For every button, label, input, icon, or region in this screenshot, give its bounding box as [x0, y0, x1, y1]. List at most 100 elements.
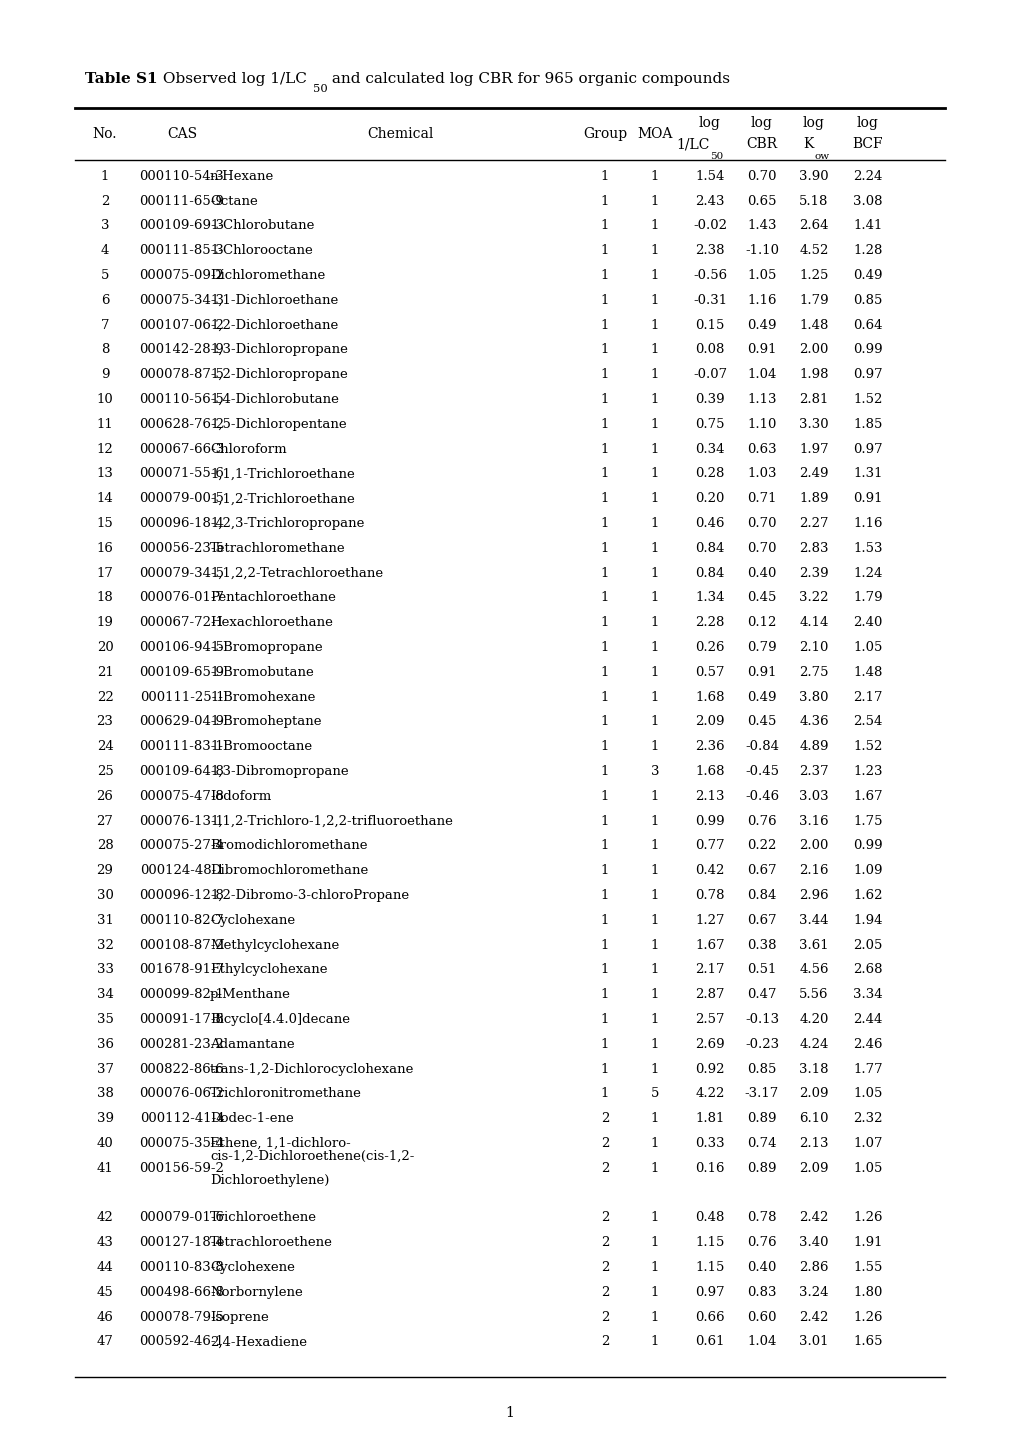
Text: Ethylcyclohexane: Ethylcyclohexane	[210, 964, 327, 977]
Text: 1,3-Dibromopropane: 1,3-Dibromopropane	[210, 765, 348, 778]
Text: 1: 1	[600, 665, 608, 678]
Text: Chemical: Chemical	[367, 127, 433, 141]
Text: 1: 1	[650, 268, 658, 281]
Text: 1,1,2-Trichloro-1,2,2-trifluoroethane: 1,1,2-Trichloro-1,2,2-trifluoroethane	[210, 815, 452, 828]
Text: 0.99: 0.99	[852, 840, 882, 853]
Text: 1: 1	[600, 913, 608, 926]
Text: 1-Chlorobutane: 1-Chlorobutane	[210, 219, 314, 232]
Text: 0.63: 0.63	[747, 443, 776, 456]
Text: 7: 7	[101, 319, 109, 332]
Text: 0.64: 0.64	[853, 319, 881, 332]
Text: 1.15: 1.15	[695, 1261, 723, 1274]
Text: 3.18: 3.18	[799, 1062, 828, 1075]
Text: 1.94: 1.94	[853, 913, 881, 926]
Text: 3.16: 3.16	[799, 815, 828, 828]
Text: 39: 39	[97, 1113, 113, 1126]
Text: 3.03: 3.03	[799, 789, 828, 802]
Text: CBR: CBR	[746, 137, 776, 152]
Text: log: log	[698, 115, 720, 130]
Text: 2.36: 2.36	[695, 740, 725, 753]
Text: Cyclohexene: Cyclohexene	[210, 1261, 294, 1274]
Text: 4.20: 4.20	[799, 1013, 827, 1026]
Text: 1.81: 1.81	[695, 1113, 723, 1126]
Text: 2: 2	[600, 1237, 608, 1250]
Text: 1: 1	[600, 492, 608, 505]
Text: 1.79: 1.79	[799, 294, 828, 307]
Text: 1: 1	[650, 1261, 658, 1274]
Text: 1-Bromoheptane: 1-Bromoheptane	[210, 716, 321, 729]
Text: 000628-76-2: 000628-76-2	[140, 418, 224, 431]
Text: 1: 1	[650, 665, 658, 678]
Text: 1: 1	[600, 1088, 608, 1101]
Text: 2.09: 2.09	[799, 1162, 828, 1175]
Text: 3.44: 3.44	[799, 913, 828, 926]
Text: 1: 1	[650, 219, 658, 232]
Text: 19: 19	[97, 616, 113, 629]
Text: 0.74: 0.74	[747, 1137, 776, 1150]
Text: 0.16: 0.16	[695, 1162, 725, 1175]
Text: 1: 1	[650, 294, 658, 307]
Text: 1: 1	[650, 392, 658, 405]
Text: 37: 37	[97, 1062, 113, 1075]
Text: Trichloronitromethane: Trichloronitromethane	[210, 1088, 362, 1101]
Text: ow: ow	[813, 152, 828, 160]
Text: 1: 1	[600, 988, 608, 1001]
Text: log: log	[802, 115, 824, 130]
Text: 21: 21	[97, 665, 113, 678]
Text: 2.81: 2.81	[799, 392, 827, 405]
Text: 0.45: 0.45	[747, 592, 775, 605]
Text: 2.27: 2.27	[799, 517, 828, 530]
Text: 2: 2	[600, 1113, 608, 1126]
Text: 1.80: 1.80	[853, 1286, 881, 1299]
Text: 1.79: 1.79	[852, 592, 882, 605]
Text: 1: 1	[600, 864, 608, 877]
Text: 40: 40	[97, 1137, 113, 1150]
Text: 1: 1	[650, 641, 658, 654]
Text: 3: 3	[650, 765, 658, 778]
Text: 0.83: 0.83	[747, 1286, 776, 1299]
Text: 1: 1	[600, 840, 608, 853]
Text: 0.42: 0.42	[695, 864, 723, 877]
Text: Observed log 1/LC: Observed log 1/LC	[158, 72, 307, 87]
Text: Ethene, 1,1-dichloro-: Ethene, 1,1-dichloro-	[210, 1137, 351, 1150]
Text: 1: 1	[650, 418, 658, 431]
Text: 1: 1	[600, 567, 608, 580]
Text: 4: 4	[101, 244, 109, 257]
Text: 1.97: 1.97	[799, 443, 828, 456]
Text: 000124-48-1: 000124-48-1	[140, 864, 224, 877]
Text: 000079-34-5: 000079-34-5	[140, 567, 224, 580]
Text: 1.05: 1.05	[853, 641, 881, 654]
Text: No.: No.	[93, 127, 117, 141]
Text: 1.52: 1.52	[853, 740, 881, 753]
Text: 26: 26	[97, 789, 113, 802]
Text: 1.24: 1.24	[853, 567, 881, 580]
Text: 1: 1	[650, 913, 658, 926]
Text: 0.78: 0.78	[695, 889, 725, 902]
Text: 2.86: 2.86	[799, 1261, 828, 1274]
Text: 000498-66-8: 000498-66-8	[140, 1286, 224, 1299]
Text: 1: 1	[650, 840, 658, 853]
Text: 000079-01-6: 000079-01-6	[140, 1212, 224, 1225]
Text: 4.89: 4.89	[799, 740, 828, 753]
Text: 1: 1	[101, 170, 109, 183]
Text: 000142-28-9: 000142-28-9	[140, 343, 224, 356]
Text: 1.05: 1.05	[853, 1088, 881, 1101]
Text: 000099-82-1: 000099-82-1	[140, 988, 224, 1001]
Text: 1.05: 1.05	[747, 268, 775, 281]
Text: 4.22: 4.22	[695, 1088, 723, 1101]
Text: 0.15: 0.15	[695, 319, 723, 332]
Text: Methylcyclohexane: Methylcyclohexane	[210, 939, 339, 952]
Text: 1.13: 1.13	[747, 392, 776, 405]
Text: 1: 1	[650, 1212, 658, 1225]
Text: 1,3-Dichloropropane: 1,3-Dichloropropane	[210, 343, 347, 356]
Text: 2.46: 2.46	[853, 1038, 881, 1051]
Text: Bicyclo[4.4.0]decane: Bicyclo[4.4.0]decane	[210, 1013, 350, 1026]
Text: 000281-23-2: 000281-23-2	[140, 1038, 224, 1051]
Text: 1-Bromohexane: 1-Bromohexane	[210, 691, 315, 704]
Text: 1: 1	[600, 616, 608, 629]
Text: 1.65: 1.65	[853, 1336, 881, 1349]
Text: 2: 2	[101, 195, 109, 208]
Text: 4.14: 4.14	[799, 616, 827, 629]
Text: 2.09: 2.09	[799, 1088, 828, 1101]
Text: 3.90: 3.90	[799, 170, 828, 183]
